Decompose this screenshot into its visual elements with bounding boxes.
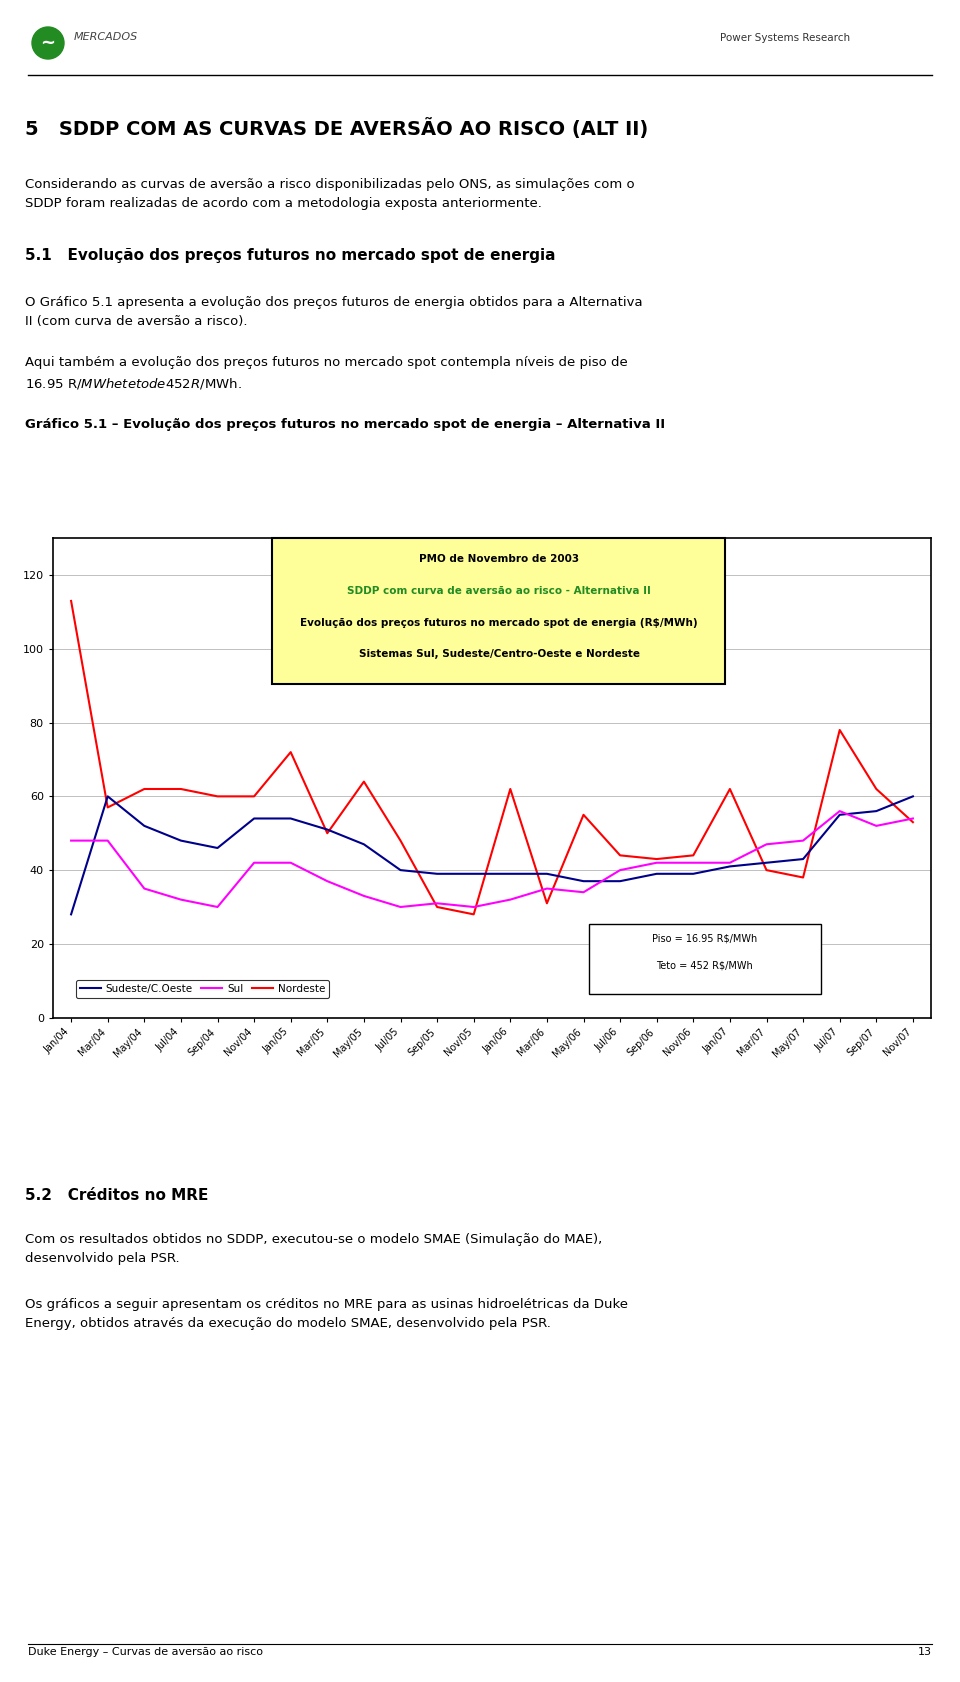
Text: SDDP com curva de aversão ao risco - Alternativa II: SDDP com curva de aversão ao risco - Alt… [348,587,651,595]
FancyBboxPatch shape [273,538,725,685]
Text: Os gráficos a seguir apresentam os créditos no MRE para as usinas hidroelétricas: Os gráficos a seguir apresentam os crédi… [25,1299,628,1330]
Text: O Gráfico 5.1 apresenta a evolução dos preços futuros de energia obtidos para a : O Gráfico 5.1 apresenta a evolução dos p… [25,296,642,328]
Text: Gráfico 5.1 – Evolução dos preços futuros no mercado spot de energia – Alternati: Gráfico 5.1 – Evolução dos preços futuro… [25,419,665,431]
FancyBboxPatch shape [588,923,822,994]
Text: Aqui também a evolução dos preços futuros no mercado spot contempla níveis de pi: Aqui também a evolução dos preços futuro… [25,357,628,390]
Text: Power Systems Research: Power Systems Research [720,34,851,44]
Text: PMO de Novembro de 2003: PMO de Novembro de 2003 [419,553,579,563]
Circle shape [32,27,64,59]
Text: Evolução dos preços futuros no mercado spot de energia (R$/MWh): Evolução dos preços futuros no mercado s… [300,619,698,629]
Text: 5.2   Créditos no MRE: 5.2 Créditos no MRE [25,1187,208,1203]
Text: 13: 13 [918,1647,932,1657]
Text: Piso = 16.95 R$/MWh: Piso = 16.95 R$/MWh [652,934,757,944]
Text: MERCADOS: MERCADOS [74,32,138,42]
Text: Teto = 452 R$/MWh: Teto = 452 R$/MWh [657,960,753,971]
Text: Duke Energy – Curvas de aversão ao risco: Duke Energy – Curvas de aversão ao risco [28,1647,263,1657]
Legend: Sudeste/C.Oeste, Sul, Nordeste: Sudeste/C.Oeste, Sul, Nordeste [76,979,329,997]
Text: Sistemas Sul, Sudeste/Centro-Oeste e Nordeste: Sistemas Sul, Sudeste/Centro-Oeste e Nor… [358,649,639,659]
Text: 5   SDDP COM AS CURVAS DE AVERSÃO AO RISCO (ALT II): 5 SDDP COM AS CURVAS DE AVERSÃO AO RISCO… [25,118,648,140]
Text: Com os resultados obtidos no SDDP, executou-se o modelo SMAE (Simulação do MAE),: Com os resultados obtidos no SDDP, execu… [25,1233,602,1265]
Text: 5.1   Evolução dos preços futuros no mercado spot de energia: 5.1 Evolução dos preços futuros no merca… [25,247,556,262]
Text: Considerando as curvas de aversão a risco disponibilizadas pelo ONS, as simulaçõ: Considerando as curvas de aversão a risc… [25,178,635,210]
Text: ~: ~ [40,34,56,52]
